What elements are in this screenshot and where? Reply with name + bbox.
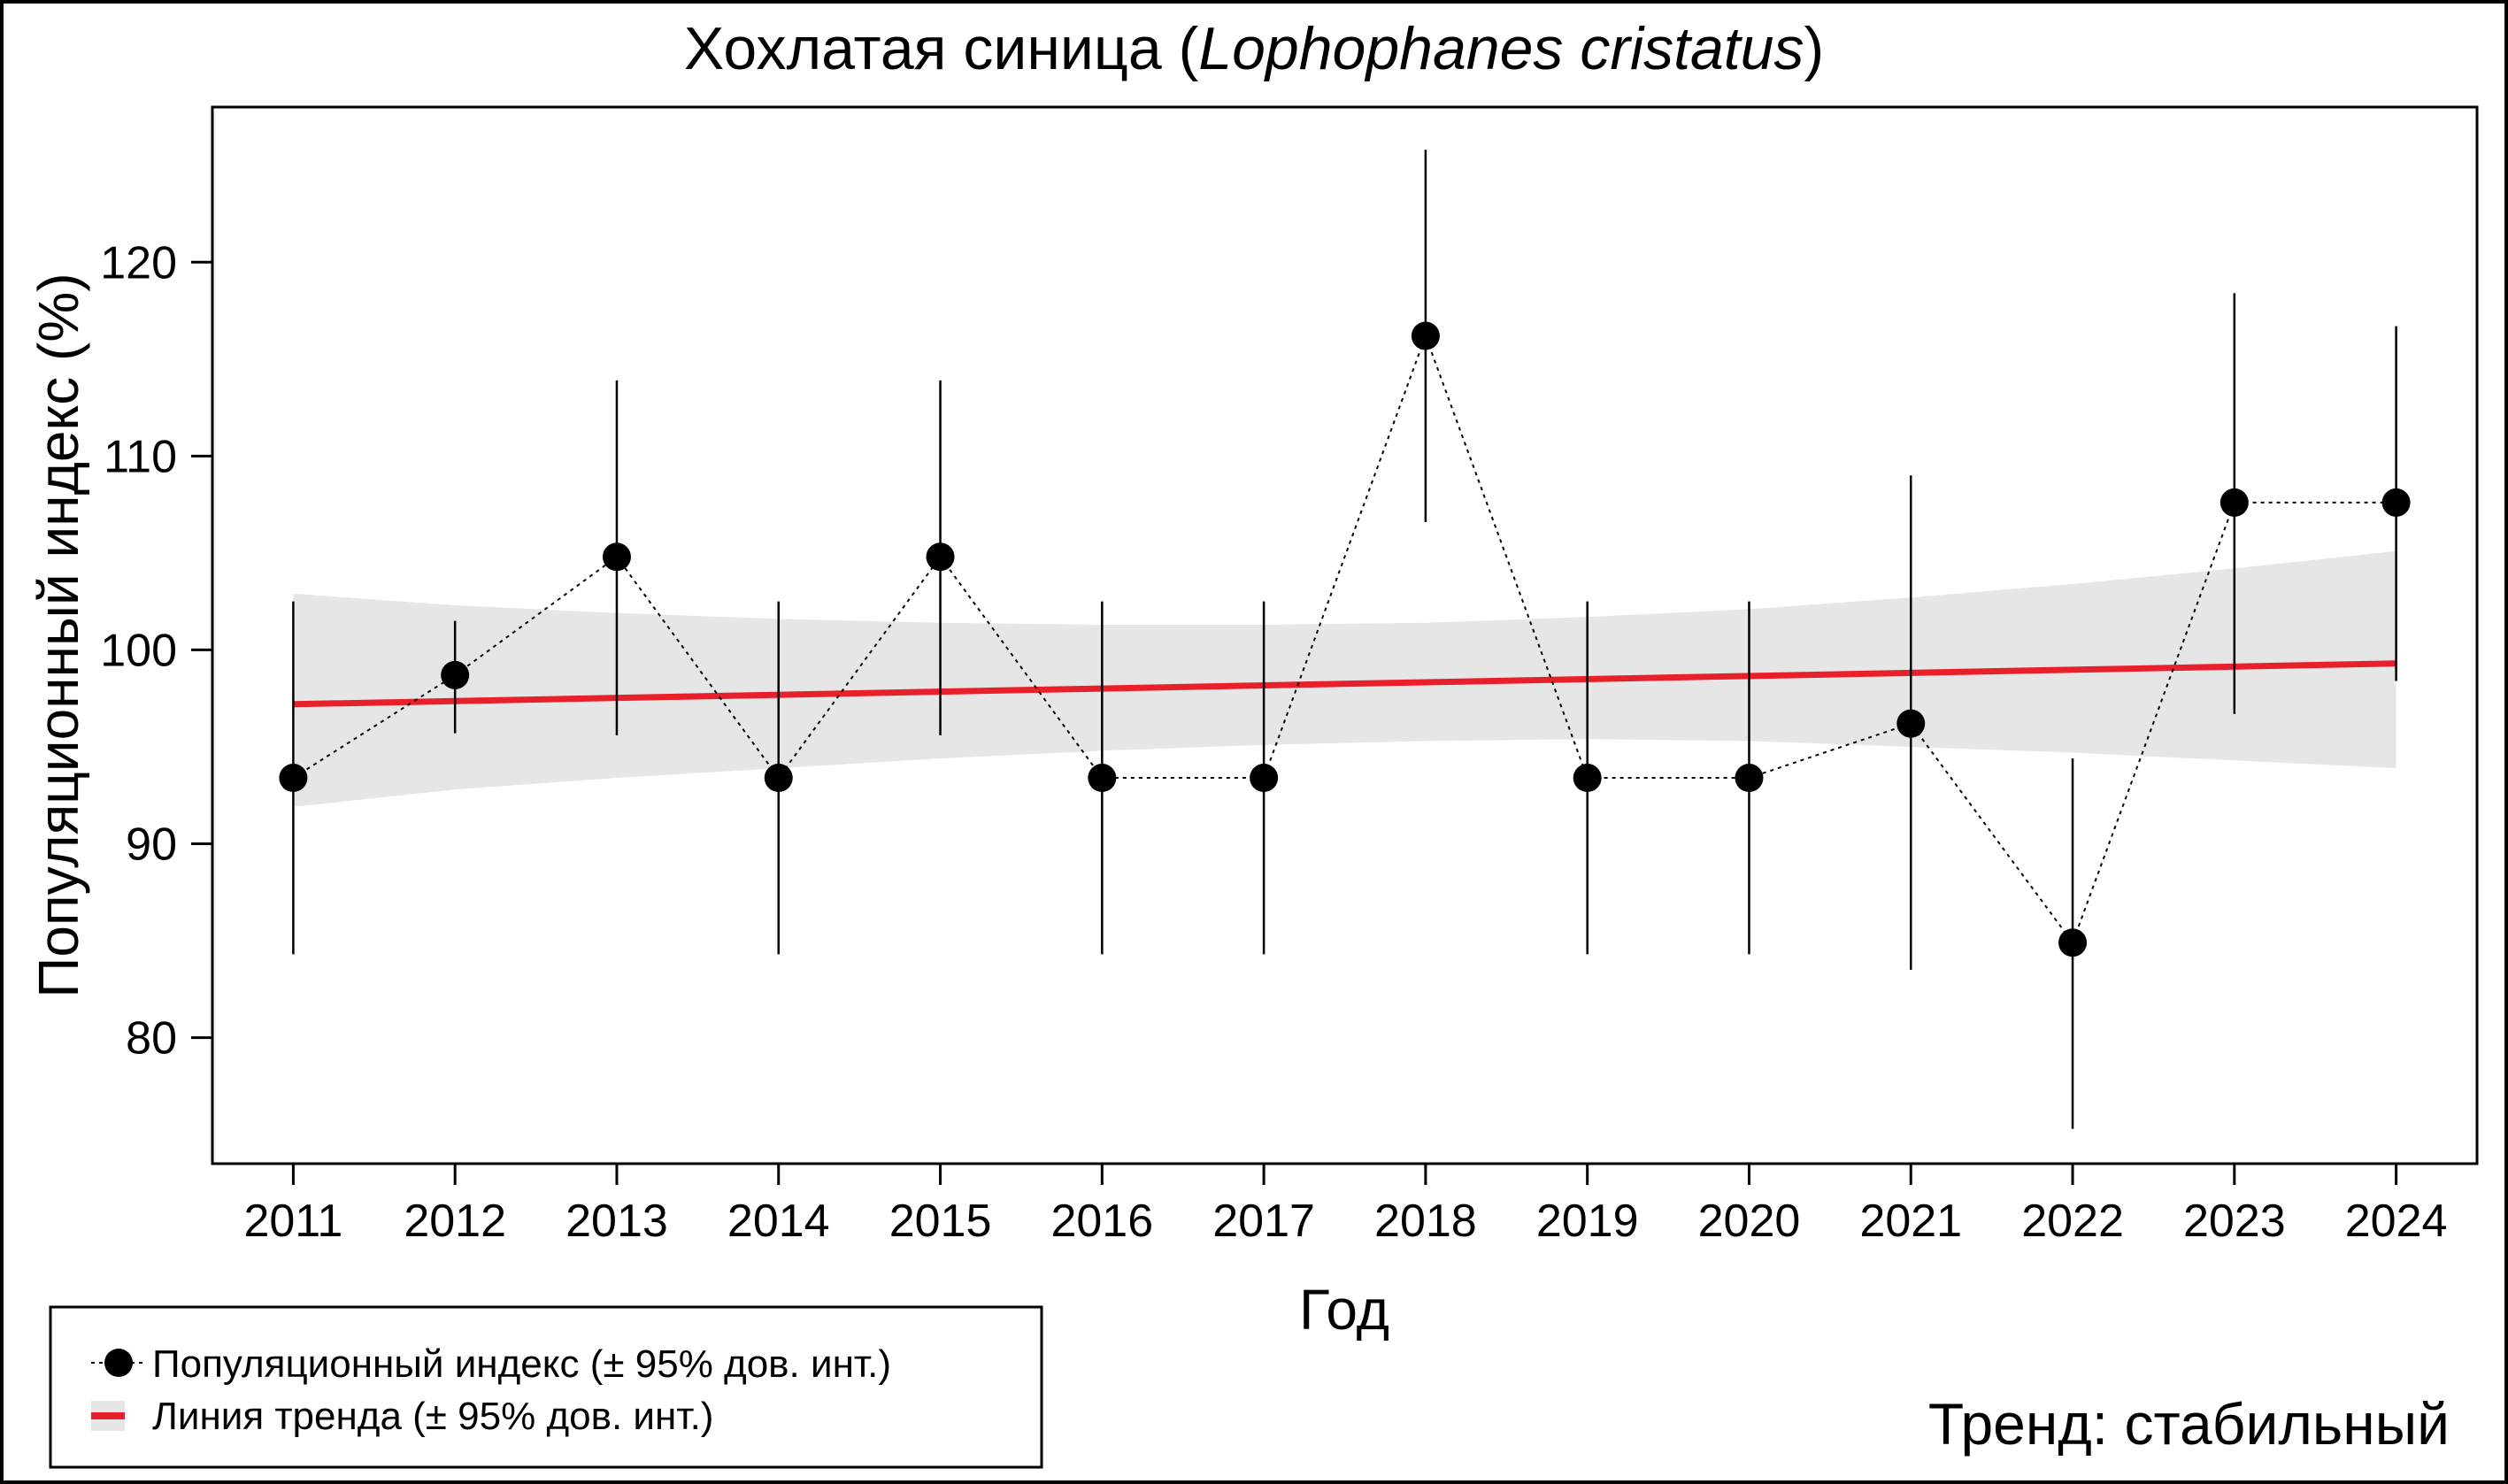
x-tick-label-2024: 2024 bbox=[2345, 1196, 2448, 1247]
x-tick-label-2012: 2012 bbox=[404, 1196, 506, 1247]
x-tick-label-2023: 2023 bbox=[2183, 1196, 2286, 1247]
x-tick-label-2013: 2013 bbox=[565, 1196, 668, 1247]
y-tick-label-100: 100 bbox=[100, 625, 177, 676]
x-tick-label-2014: 2014 bbox=[727, 1196, 830, 1247]
y-tick-label-110: 110 bbox=[104, 431, 177, 482]
x-tick-label-2022: 2022 bbox=[2021, 1196, 2124, 1247]
trend-ci-band-layer bbox=[293, 550, 2396, 807]
x-tick-label-2019: 2019 bbox=[1536, 1196, 1639, 1247]
legend-box bbox=[49, 1305, 1043, 1469]
y-axis: 80 90 100 110 120 bbox=[100, 237, 212, 1065]
data-point-2014 bbox=[764, 764, 793, 793]
data-point-2015 bbox=[926, 542, 955, 572]
data-point-2011 bbox=[279, 764, 308, 793]
legend-index-point-marker bbox=[104, 1349, 133, 1377]
x-tick-label-2016: 2016 bbox=[1050, 1196, 1153, 1247]
legend: Популяционный индекс (± 95% дов. инт.) Л… bbox=[49, 1305, 1043, 1469]
x-tick-label-2020: 2020 bbox=[1698, 1196, 1801, 1247]
index-connector-layer bbox=[292, 333, 2396, 945]
data-point-2020 bbox=[1735, 764, 1764, 793]
index-connector-line bbox=[292, 333, 2396, 945]
x-tick-label-2015: 2015 bbox=[889, 1196, 992, 1247]
x-axis-label: Год bbox=[1299, 1278, 1389, 1342]
legend-item-index: Популяционный индекс (± 95% дов. инт.) bbox=[152, 1342, 891, 1386]
x-tick-label-2011: 2011 bbox=[243, 1196, 342, 1247]
data-point-2017 bbox=[1250, 764, 1279, 793]
data-point-2024 bbox=[2381, 488, 2411, 517]
x-axis: 2011 2012 2013 2014 2015 2016 2017 2018 2019 2020… bbox=[243, 1164, 2447, 1247]
y-axis-label: Популяционный индекс (%) bbox=[27, 273, 90, 997]
x-tick-label-2021: 2021 bbox=[1859, 1196, 1962, 1247]
y-tick-label-120: 120 bbox=[100, 237, 177, 288]
plot-area-border bbox=[211, 105, 2479, 1165]
chart-title: Хохлатая синица (Lophophanes cristatus) bbox=[684, 15, 1824, 82]
point-layer bbox=[279, 321, 2411, 957]
data-point-2023 bbox=[2220, 488, 2249, 517]
data-point-2013 bbox=[602, 542, 631, 572]
legend-item-trend: Линия тренда (± 95% дов. инт.) bbox=[152, 1395, 713, 1438]
data-point-2016 bbox=[1088, 764, 1117, 793]
x-tick-label-2017: 2017 bbox=[1212, 1196, 1315, 1247]
data-point-2012 bbox=[441, 660, 470, 689]
data-point-2021 bbox=[1896, 709, 1926, 738]
trend-line bbox=[293, 660, 2396, 708]
y-tick-label-80: 80 bbox=[126, 1013, 177, 1065]
trend-line-layer bbox=[293, 660, 2396, 708]
y-tick-label-90: 90 bbox=[126, 819, 177, 871]
trend-annotation: Тренд: стабильный bbox=[1928, 1391, 2450, 1457]
data-point-2019 bbox=[1573, 764, 1602, 793]
data-point-2022 bbox=[2058, 928, 2088, 957]
trend-ci-band bbox=[293, 550, 2396, 807]
data-point-2018 bbox=[1411, 321, 1440, 350]
x-tick-label-2018: 2018 bbox=[1374, 1196, 1477, 1247]
